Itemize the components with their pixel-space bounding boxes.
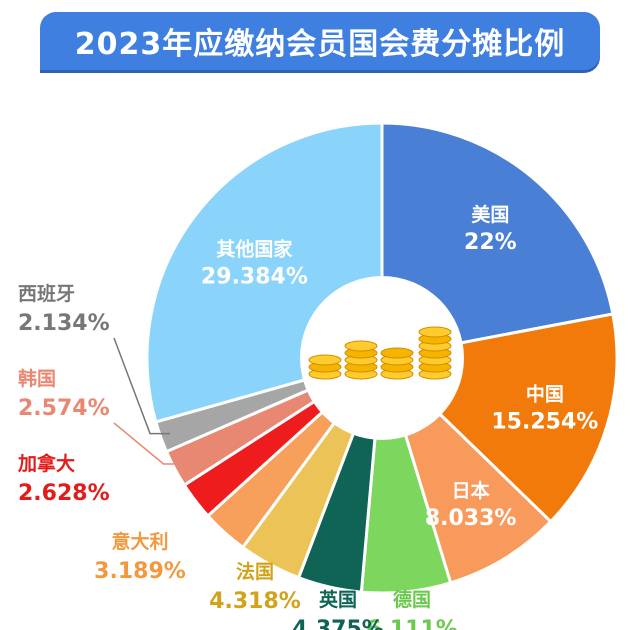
leader-line-8 (113, 422, 184, 465)
slice-label-3: 德国 (393, 588, 431, 611)
pie-slice-0 (380, 121, 615, 360)
slice-label-6: 意大利 (111, 530, 168, 553)
slice-value-1: 15.254% (491, 410, 598, 435)
coin-2-3 (380, 347, 414, 359)
slice-label-0: 美国 (471, 203, 509, 226)
title-banner: 2023年应缴纳会员国会费分摊比例 (40, 12, 600, 70)
slice-label-8: 韩国 (18, 367, 56, 390)
coin-stacks-icon (308, 326, 452, 380)
slice-label-7: 加拿大 (17, 452, 75, 475)
slice-value-7: 2.628% (18, 481, 110, 506)
coin-1-4 (344, 340, 378, 352)
slice-value-6: 3.189% (94, 559, 186, 584)
slice-value-0: 22% (464, 230, 517, 255)
leader-line-9 (113, 337, 171, 435)
slice-label-9: 西班牙 (18, 282, 75, 305)
coin-0-2 (308, 354, 342, 366)
slice-label-10: 其他国家 (216, 237, 293, 260)
slice-value-4: 4.375% (292, 617, 384, 630)
slice-label-5: 法国 (236, 560, 274, 583)
coin-3-6 (418, 326, 452, 338)
slice-value-9: 2.134% (18, 311, 110, 336)
slice-label-1: 中国 (526, 383, 564, 406)
slice-value-8: 2.574% (18, 396, 110, 421)
slice-value-5: 4.318% (209, 589, 301, 614)
slice-value-3: 6.111% (366, 617, 458, 630)
slice-label-4: 英国 (319, 588, 357, 611)
slice-label-2: 日本 (452, 479, 490, 502)
slice-value-10: 29.384% (201, 264, 308, 289)
slice-value-2: 8.033% (425, 506, 517, 531)
chart-title: 2023年应缴纳会员国会费分摊比例 (74, 27, 566, 62)
